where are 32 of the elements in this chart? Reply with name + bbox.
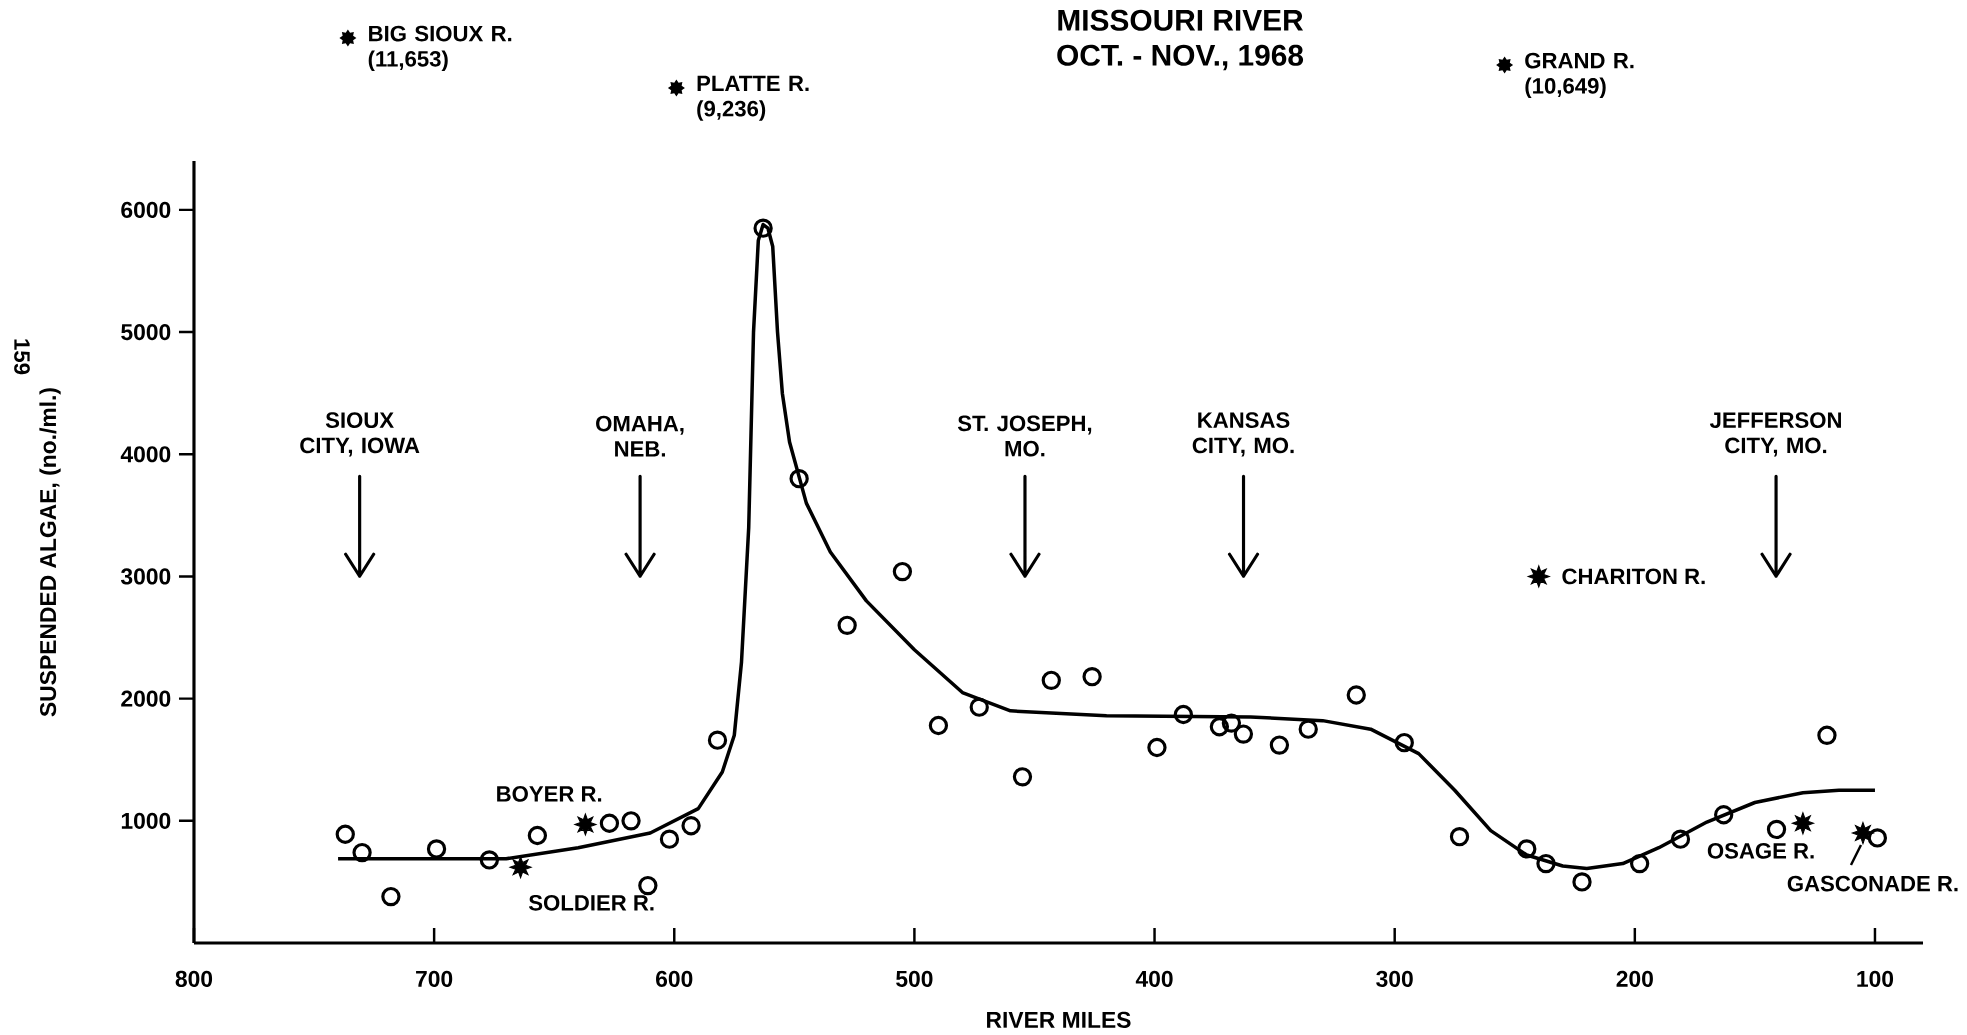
annotation: SIOUX CITY, IOWA [300,412,420,457]
chart-title: MISSOURI RIVER [1058,9,1304,31]
annotation: CHARITON R. [1562,568,1705,585]
chart-subtitle: OCT. - NOV., 1968 [1057,44,1304,71]
y-tick-label: 3000 [120,568,171,585]
x-tick-label: 400 [1135,970,1173,987]
x-tick-label: 700 [416,970,453,987]
annotation: OMAHA, NEB. [596,415,684,457]
y-tick-label: 5000 [121,324,171,341]
y-tick-label: 6000 [121,201,171,218]
x-axis-title: RIVER MILES [987,1011,1131,1028]
y-tick-label: 1000 [121,812,171,829]
text: 159 [14,339,30,375]
x-tick-label: 800 [175,970,213,987]
annotation: JEFFERSON CITY, MO. [1709,412,1841,457]
x-tick-label: 600 [656,970,693,987]
annotation: SOLDIER R. [528,894,654,911]
text: BIG SIOUX R. (11,653) [368,25,512,72]
x-tick-label: 200 [1616,970,1653,987]
annotation: OSAGE R. [1707,842,1814,859]
x-tick-label: 500 [896,970,933,987]
text: PLATTE R. (9,236) [697,75,809,121]
annotation: BOYER R. [497,786,602,802]
y-tick-label: 2000 [121,690,171,707]
x-tick-label: 300 [1376,970,1413,987]
y-axis-title: SUSPENDED ALGAE, (no./ml.) [39,388,61,717]
annotation: KANSAS CITY, MO. [1192,412,1294,457]
annotation: ST. JOSEPH, MO. [957,415,1092,457]
x-tick-label: 100 [1857,970,1894,987]
annotation: GASCONADE R. [1787,875,1958,892]
text: GRAND R. (10,649) [1525,52,1634,99]
y-tick-label: 4000 [120,446,171,463]
